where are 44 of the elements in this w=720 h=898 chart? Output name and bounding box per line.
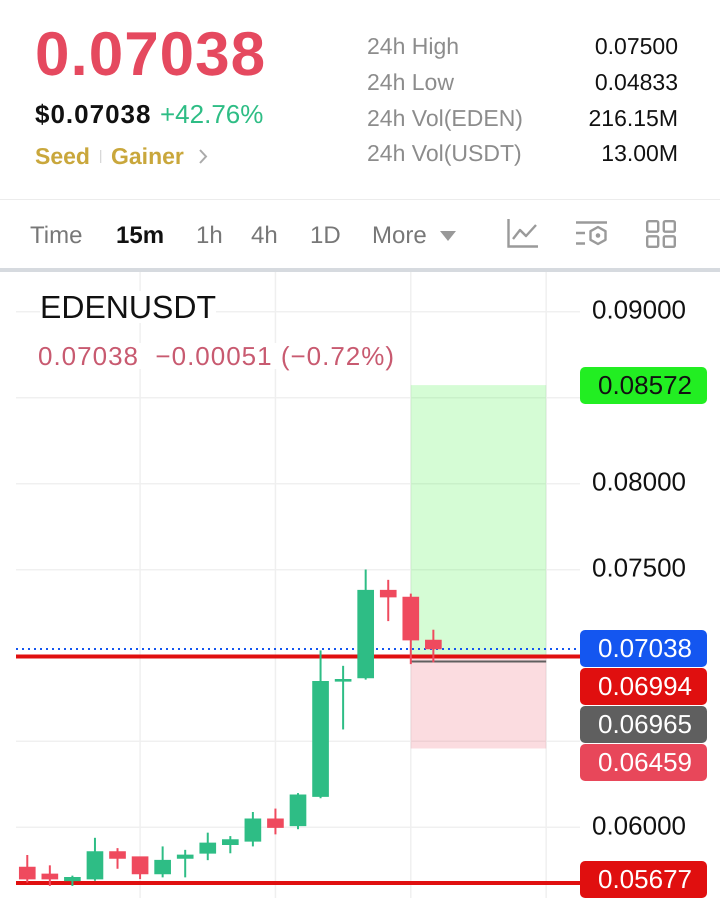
y-tick-label: 0.09000 (592, 294, 686, 325)
candlestick (334, 664, 352, 730)
text: Seed (35, 142, 90, 169)
candlestick (425, 628, 442, 664)
text: 0.07038 −0.00051 (−0.72%) (38, 341, 396, 372)
text: 1h (196, 222, 223, 250)
candlestick (42, 864, 58, 887)
text: 0.07038 (35, 20, 266, 89)
text: 4h (251, 222, 278, 250)
text: 216.15M (588, 104, 678, 131)
band-label: 0.06459 (596, 744, 707, 782)
candlestick (109, 847, 126, 870)
candlestick (64, 874, 81, 887)
ref-line-label: 0.05677 (580, 861, 707, 898)
text: $0.07038 (35, 99, 152, 130)
text: Time (30, 222, 82, 250)
candlestick (132, 856, 148, 880)
text: 0.04833 (594, 68, 678, 95)
candlestick (176, 848, 194, 878)
text: 15m (116, 222, 164, 250)
y-tick-label: 0.08000 (592, 466, 686, 497)
text: 1D (310, 222, 341, 250)
candlestick (18, 854, 36, 884)
candlestick (267, 808, 284, 836)
candlestick (244, 811, 262, 848)
text: 24h Vol(EDEN) (367, 104, 523, 131)
candlestick (380, 578, 397, 622)
ref-line-label: 0.07038 (580, 630, 707, 668)
candlestick (222, 835, 239, 854)
text: More (372, 222, 427, 250)
legend-label: 0.06994 (596, 668, 707, 706)
text: Gainer (111, 142, 184, 169)
text: 13.00M (601, 140, 678, 166)
candlestick (154, 845, 171, 878)
y-tick-label: 0.07500 (592, 552, 686, 583)
text: EDENUSDT (40, 289, 216, 326)
text: +42.76% (160, 99, 264, 130)
legend-label: 0.06965 (596, 706, 707, 744)
text: 24h High (367, 32, 460, 59)
candlestick (199, 832, 216, 862)
y-tick-label: 0.06000 (592, 810, 686, 841)
band-label: 0.08572 (580, 366, 707, 404)
text: 24h Low (367, 68, 454, 95)
text: 24h Vol(USDT) (367, 140, 522, 166)
